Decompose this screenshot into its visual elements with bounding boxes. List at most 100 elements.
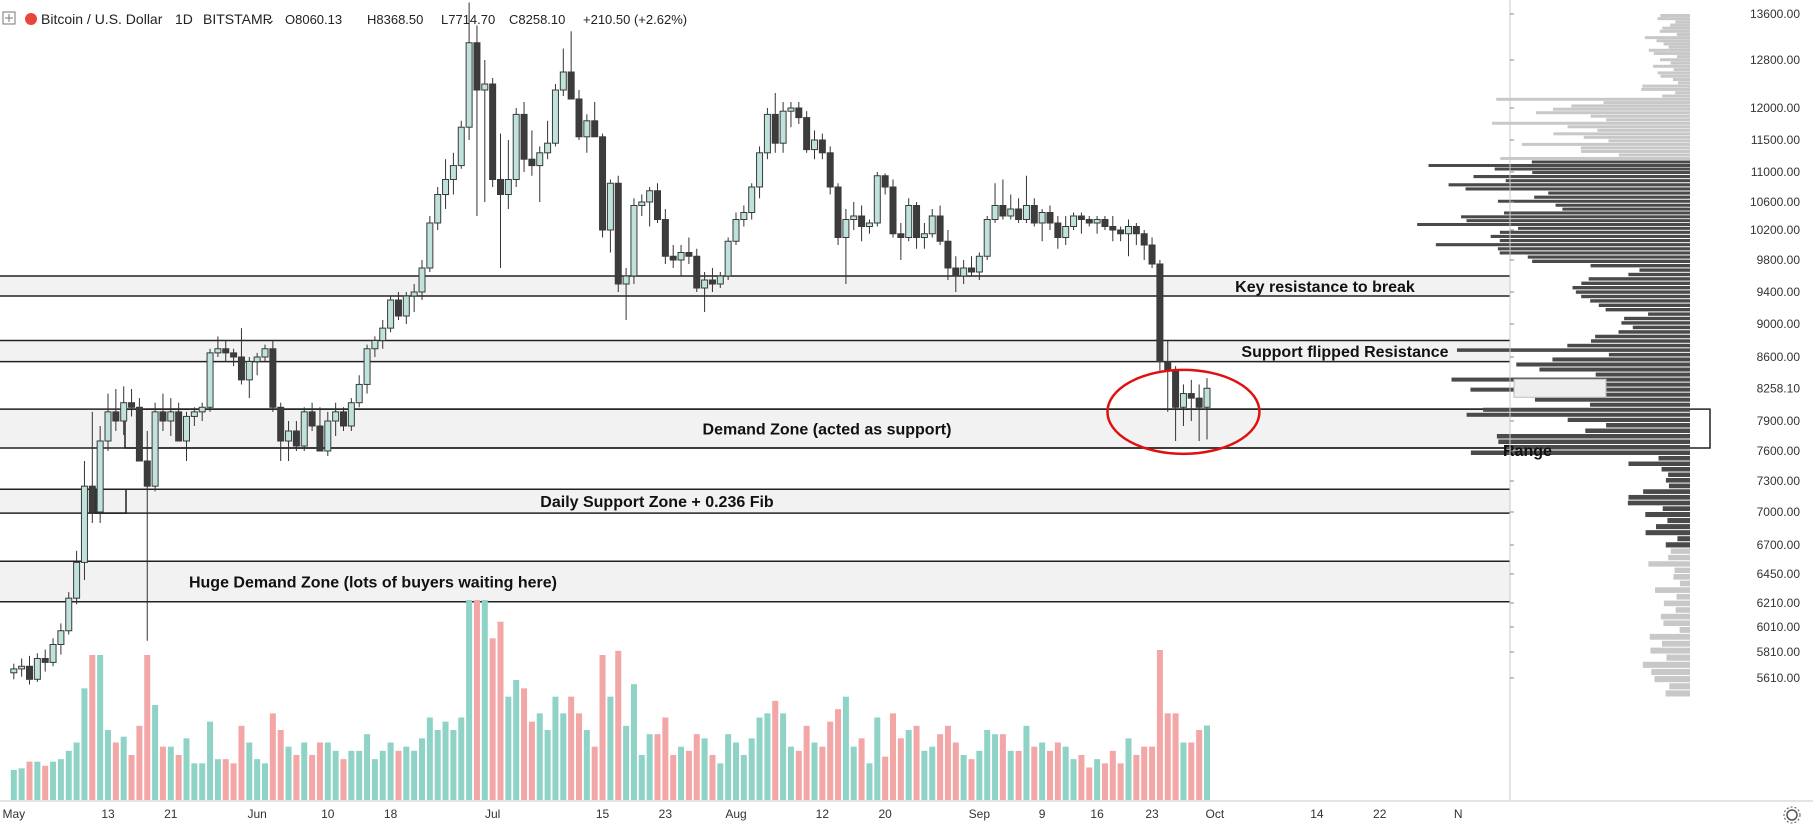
- candle-body[interactable]: [520, 113, 528, 160]
- candle-body[interactable]: [1007, 208, 1015, 217]
- candle-body[interactable]: [591, 120, 599, 138]
- candle-body[interactable]: [575, 98, 583, 138]
- candle-body[interactable]: [10, 668, 18, 674]
- candle-body[interactable]: [1030, 205, 1038, 224]
- candle-body[interactable]: [167, 411, 175, 422]
- candle-body[interactable]: [214, 348, 222, 354]
- candle-body[interactable]: [1117, 229, 1125, 235]
- candle-body[interactable]: [473, 42, 481, 91]
- candle-body[interactable]: [646, 190, 654, 203]
- candle-body[interactable]: [1125, 226, 1132, 235]
- candle-body[interactable]: [748, 186, 756, 213]
- candle-body[interactable]: [944, 240, 952, 269]
- candle-body[interactable]: [80, 485, 88, 563]
- candle-body[interactable]: [803, 117, 811, 151]
- candle-body[interactable]: [434, 194, 442, 224]
- candle-body[interactable]: [685, 252, 693, 257]
- candle-body[interactable]: [606, 182, 614, 231]
- candle-body[interactable]: [363, 348, 371, 385]
- candle-body[interactable]: [968, 267, 975, 273]
- candle-body[interactable]: [253, 356, 261, 363]
- candle-body[interactable]: [332, 411, 340, 422]
- candle-body[interactable]: [198, 406, 206, 413]
- candle-body[interactable]: [701, 279, 709, 289]
- candle-body[interactable]: [599, 136, 607, 231]
- candle-body[interactable]: [418, 267, 426, 293]
- candle-body[interactable]: [528, 158, 536, 167]
- candle-body[interactable]: [716, 275, 724, 285]
- candle-body[interactable]: [269, 348, 277, 408]
- candle-body[interactable]: [1093, 219, 1101, 224]
- candle-body[interactable]: [818, 139, 826, 154]
- candle-body[interactable]: [190, 411, 198, 417]
- candle-body[interactable]: [826, 152, 834, 188]
- candle-body[interactable]: [41, 658, 49, 663]
- candle-body[interactable]: [975, 255, 983, 273]
- candle-body[interactable]: [614, 182, 622, 285]
- candle-body[interactable]: [630, 205, 638, 277]
- candle-body[interactable]: [379, 327, 387, 341]
- candle-body[interactable]: [245, 361, 253, 381]
- candle-body[interactable]: [324, 420, 332, 452]
- candle-body[interactable]: [457, 126, 465, 167]
- candle-body[interactable]: [1054, 222, 1062, 238]
- candle-body[interactable]: [183, 415, 190, 442]
- candle-body[interactable]: [795, 107, 803, 119]
- candle-body[interactable]: [481, 83, 489, 91]
- candle-body[interactable]: [285, 430, 293, 442]
- candle-body[interactable]: [151, 411, 159, 487]
- candle-body[interactable]: [120, 402, 128, 422]
- candle-body[interactable]: [316, 425, 324, 452]
- candle-body[interactable]: [654, 190, 661, 220]
- candle-body[interactable]: [308, 411, 316, 427]
- candle-body[interactable]: [936, 215, 944, 242]
- candle-body[interactable]: [693, 255, 701, 289]
- candle-body[interactable]: [991, 205, 999, 220]
- candle-body[interactable]: [371, 340, 379, 350]
- candle-body[interactable]: [787, 107, 795, 112]
- candle-body[interactable]: [410, 291, 418, 297]
- candle-body[interactable]: [49, 644, 57, 663]
- candle-body[interactable]: [889, 186, 897, 235]
- time-axis[interactable]: May 13 21 Jun 10 18 Jul 15 23 Aug 12 20 Sep 9 16 23 Oct 1…: [0, 800, 1813, 821]
- candle-body[interactable]: [544, 142, 552, 154]
- candle-body[interactable]: [355, 383, 363, 404]
- candle-body[interactable]: [65, 597, 73, 632]
- candle-body[interactable]: [858, 215, 866, 227]
- candle-body[interactable]: [465, 42, 473, 128]
- candle-body[interactable]: [175, 411, 183, 442]
- candle-body[interactable]: [913, 205, 921, 238]
- candle-body[interactable]: [952, 267, 960, 277]
- candle-body[interactable]: [1172, 370, 1180, 408]
- candle-body[interactable]: [811, 139, 818, 151]
- candle-body[interactable]: [669, 255, 677, 261]
- candle-body[interactable]: [1101, 219, 1109, 227]
- candle-body[interactable]: [881, 175, 889, 188]
- candle-body[interactable]: [661, 219, 669, 257]
- candle-body[interactable]: [850, 215, 858, 220]
- price-axis[interactable]: 13600.00 12800.00 12000.00 11500.00 11000.00…: [1509, 0, 1800, 800]
- candle-body[interactable]: [489, 83, 497, 180]
- candle-body[interactable]: [402, 295, 410, 317]
- candle-body[interactable]: [237, 356, 245, 381]
- candle-body[interactable]: [512, 113, 520, 180]
- candle-body[interactable]: [583, 120, 591, 138]
- candle-body[interactable]: [347, 402, 355, 427]
- candle-body[interactable]: [740, 212, 748, 220]
- candle-body[interactable]: [536, 152, 544, 167]
- candle-body[interactable]: [292, 430, 300, 447]
- candle-body[interactable]: [222, 348, 230, 354]
- candle-body[interactable]: [677, 252, 685, 261]
- candle-body[interactable]: [1140, 233, 1148, 246]
- candle-body[interactable]: [504, 179, 512, 195]
- candle-body[interactable]: [33, 658, 41, 680]
- candle-body[interactable]: [865, 222, 873, 227]
- candle-body[interactable]: [763, 113, 771, 154]
- expand-icon[interactable]: [2, 11, 16, 25]
- candle-body[interactable]: [559, 71, 567, 91]
- candle-body[interactable]: [300, 411, 308, 447]
- candle-body[interactable]: [1156, 263, 1164, 363]
- candle-body[interactable]: [394, 299, 402, 317]
- interval-label[interactable]: 1D: [175, 11, 193, 27]
